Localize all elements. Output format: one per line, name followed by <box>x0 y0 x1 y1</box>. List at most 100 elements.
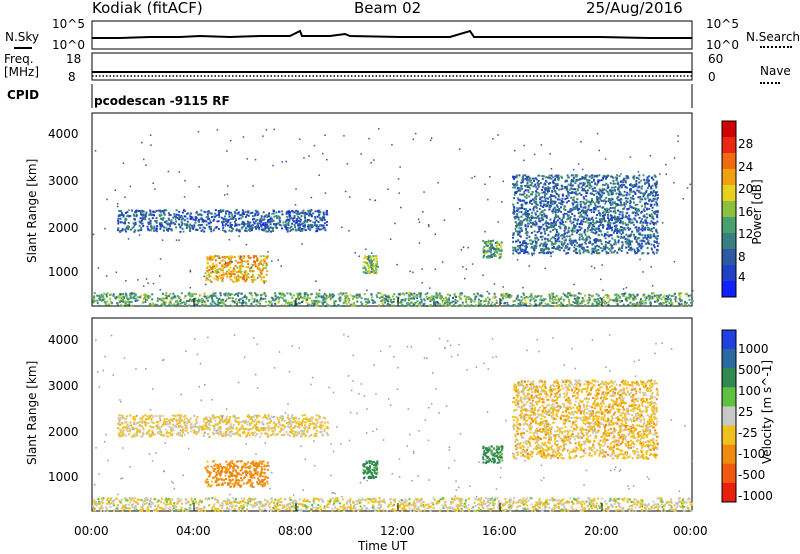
echo-point <box>644 228 646 231</box>
echo-point <box>569 208 571 211</box>
nsky-tick-bottom: 10^0 <box>52 38 85 52</box>
echo-point <box>613 206 616 209</box>
echo-point <box>518 207 521 210</box>
echo-point <box>488 292 491 295</box>
echo-point <box>252 300 255 303</box>
noise-point <box>487 198 489 201</box>
echo-point <box>226 256 229 258</box>
echo-point <box>324 305 327 308</box>
echo-point <box>643 240 646 243</box>
echo-point <box>659 293 662 296</box>
echo-point <box>555 208 557 211</box>
echo-point <box>565 188 568 191</box>
echo-point <box>561 176 564 179</box>
noise-point <box>620 173 622 175</box>
echo-point <box>302 209 305 212</box>
noise-point <box>324 134 326 136</box>
echo-point <box>214 302 217 305</box>
echo-point <box>655 251 658 254</box>
echo-point <box>534 196 537 199</box>
echo-point <box>191 295 194 297</box>
echo-point <box>611 226 614 229</box>
noise-point <box>625 287 628 289</box>
echo-point <box>152 303 155 306</box>
echo-point <box>205 223 208 226</box>
echo-point <box>531 221 533 224</box>
echo-point <box>98 296 101 299</box>
echo-point <box>524 218 527 220</box>
echo-point <box>512 249 515 252</box>
echo-point <box>617 218 620 221</box>
echo-point <box>611 299 614 302</box>
echo-point <box>270 303 273 306</box>
echo-point <box>590 222 593 225</box>
echo-point <box>645 191 648 193</box>
noise-point <box>596 198 598 200</box>
echo-point <box>627 239 630 242</box>
echo-point <box>249 228 252 231</box>
echo-point <box>92 301 95 304</box>
echo-point <box>149 295 152 298</box>
noise-point <box>391 144 393 146</box>
echo-point <box>484 241 487 244</box>
echo-point <box>342 292 345 295</box>
echo-point <box>603 299 606 302</box>
echo-point <box>590 185 593 188</box>
echo-point <box>377 265 379 268</box>
echo-point <box>527 185 530 188</box>
echo-point <box>535 217 538 220</box>
echo-point <box>196 229 199 231</box>
echo-point <box>587 218 590 221</box>
echo-point <box>628 234 631 237</box>
echo-point <box>582 218 585 221</box>
echo-point <box>189 212 192 215</box>
echo-point <box>364 268 367 271</box>
echo-point <box>551 211 554 214</box>
echo-point <box>582 206 585 209</box>
echo-point <box>491 301 494 304</box>
echo-point <box>216 300 219 303</box>
echo-point <box>400 302 403 305</box>
echo-point <box>646 227 649 229</box>
echo-point <box>650 187 653 190</box>
echo-point <box>100 293 103 296</box>
echo-point <box>619 201 622 204</box>
noise-point <box>310 196 313 199</box>
echo-point <box>566 231 569 234</box>
echo-point <box>168 214 171 217</box>
echo-point <box>534 237 537 240</box>
echo-point <box>209 226 212 229</box>
echo-point <box>216 220 219 223</box>
echo-point <box>639 195 642 198</box>
echo-point <box>536 231 539 234</box>
echo-point <box>544 192 547 195</box>
echo-point <box>401 304 404 307</box>
echo-point <box>317 214 320 217</box>
echo-point <box>537 238 540 241</box>
echo-point <box>598 218 601 221</box>
echo-point <box>179 298 182 301</box>
noise-point <box>459 208 461 210</box>
echo-point <box>589 192 592 195</box>
echo-point <box>615 293 618 296</box>
echo-point <box>619 191 622 194</box>
power-cbar-tick-28: 28 <box>738 137 754 151</box>
echo-point <box>239 257 241 260</box>
echo-point <box>198 300 201 303</box>
echo-point <box>530 296 533 298</box>
echo-point <box>309 228 312 231</box>
echo-point <box>584 206 587 209</box>
echo-point <box>532 240 534 243</box>
echo-point <box>206 270 209 272</box>
echo-point <box>624 222 627 225</box>
echo-point <box>401 298 404 301</box>
echo-point <box>172 221 175 224</box>
echo-point <box>175 220 178 223</box>
echo-point <box>520 227 523 230</box>
echo-point <box>586 238 589 241</box>
echo-point <box>644 302 647 305</box>
echo-point <box>145 211 148 214</box>
echo-point <box>543 252 546 255</box>
echo-point <box>668 302 671 305</box>
echo-point <box>122 215 125 218</box>
